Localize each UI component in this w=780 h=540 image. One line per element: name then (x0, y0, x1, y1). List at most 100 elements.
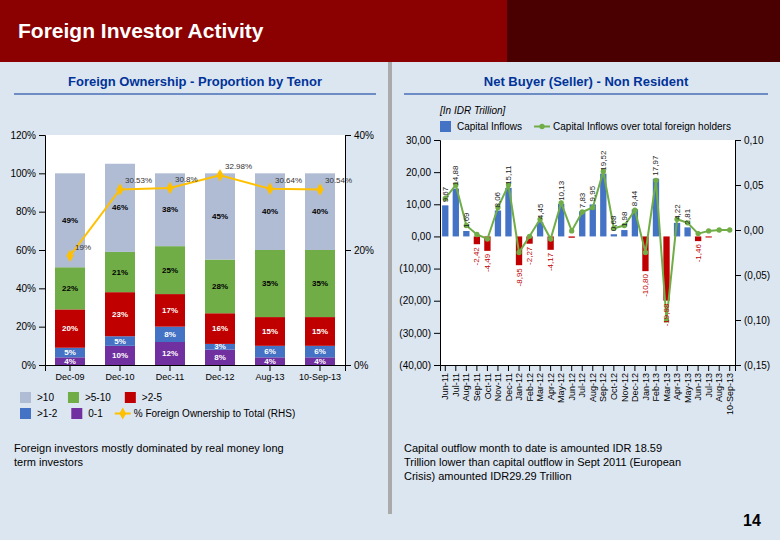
tick-mark (434, 204, 440, 205)
tick-mark (39, 288, 45, 289)
x-tick-label: Nov-11 (493, 373, 503, 401)
data-label: 14,88 (451, 165, 460, 186)
tick-mark (434, 365, 440, 366)
data-label: 3% (214, 342, 226, 351)
data-label: 35% (262, 279, 278, 288)
tick-mark (434, 140, 440, 141)
x-tick: Apr-12 (546, 365, 556, 400)
tick-mark (220, 365, 221, 371)
y-tick: 40% (16, 283, 45, 294)
data-label: 4% (264, 357, 276, 366)
data-label: 4% (64, 357, 76, 366)
x-tick-label: Jun-11 (440, 373, 450, 400)
data-label: 22% (62, 284, 78, 293)
bar (255, 346, 285, 358)
marker (653, 178, 658, 183)
tick-mark (39, 250, 45, 251)
x-tick: 10-Sep-13 (725, 365, 735, 415)
x-tick: May-13 (683, 365, 693, 403)
y-tick-label: (30,00) (399, 328, 431, 339)
tick-mark (735, 140, 741, 141)
tick-mark (170, 365, 171, 371)
title-underline (14, 94, 376, 95)
x-tick-label: Aug-13 (255, 372, 284, 382)
x-tick: Jun-12 (567, 365, 577, 401)
y-tick: 0,00 (412, 231, 440, 242)
tick-mark (476, 365, 477, 371)
y-tick-label: 100% (10, 168, 36, 179)
y-tick-label: 40% (16, 283, 36, 294)
bar (105, 252, 135, 292)
data-label: 46% (112, 203, 128, 212)
data-label: -8,95 (515, 268, 524, 287)
x-tick: Jan-12 (514, 365, 524, 401)
bar (55, 357, 85, 365)
tick-mark (39, 135, 45, 136)
data-label: 17,97 (651, 155, 660, 176)
legend-swatch (440, 121, 451, 132)
y-tick-label: (40,00) (399, 360, 431, 371)
bar (727, 236, 733, 237)
data-label: 9,67 (441, 186, 450, 202)
tick-mark (434, 269, 440, 270)
x-tick-label: Jun-12 (567, 373, 577, 401)
y-tick-label: (20,00) (399, 295, 431, 306)
tick-mark (345, 365, 351, 366)
bar (155, 327, 185, 342)
x-tick: Aug-13 (255, 365, 284, 382)
x-axis: Jun-11Jul-11Aug-11Sep-11Oct-11Nov-11Dec-… (440, 365, 735, 415)
plot-marks (55, 164, 335, 365)
tick-mark (561, 365, 562, 371)
tick-mark (592, 365, 593, 371)
x-tick-label: Nov-12 (620, 373, 630, 402)
tick-mark (487, 365, 488, 371)
y2-tick: 0,00 (735, 225, 764, 236)
tick-mark (735, 185, 741, 186)
x-tick-label: Jun-13 (693, 373, 703, 401)
y2-tick-label: (0,05) (744, 270, 770, 281)
x-tick-label: Mar-12 (535, 373, 545, 402)
data-label: 10,13 (557, 180, 566, 201)
x-tick: Dec-09 (55, 365, 84, 382)
axis-line (434, 141, 441, 366)
data-label: 7,83 (578, 192, 587, 208)
data-label: 40% (312, 207, 328, 216)
tick-mark (497, 365, 498, 371)
bar (105, 336, 135, 346)
tick-mark (120, 365, 121, 371)
y2-tick-label: 20% (354, 245, 374, 256)
bar (255, 250, 285, 317)
data-label: 15% (262, 327, 278, 336)
x-tick-label: Jan-12 (514, 373, 524, 401)
bar (205, 350, 235, 365)
chart: Foreign Ownership - Proportion by Tenor4… (10, 74, 376, 468)
x-tick: Mar-12 (535, 365, 545, 402)
x-tick: Nov-12 (620, 365, 630, 402)
data-label: 8% (164, 330, 176, 339)
tick-mark (687, 365, 688, 371)
data-label: -10,80 (641, 274, 650, 297)
bar-series (55, 164, 335, 268)
y2-tick-label: 0,00 (744, 225, 764, 236)
bar (205, 173, 235, 259)
legend-item: >5-10 (68, 392, 111, 403)
x-tick-label: 10-Sep-13 (299, 372, 341, 382)
y-tick-label: 20,00 (406, 167, 431, 178)
data-label: 1,98 (620, 211, 629, 227)
data-labels: 9,6714,881,69-2,42-4,498,0615,11-8,95-2,… (441, 150, 703, 326)
tick-mark (529, 365, 530, 371)
x-tick: Jul-11 (451, 365, 461, 397)
tick-mark (729, 365, 730, 371)
x-tick-label: Aug-13 (714, 373, 724, 402)
y-tick: 0% (22, 360, 45, 371)
legend-label: >10 (37, 392, 54, 403)
x-tick-label: Mar-13 (662, 373, 672, 402)
marker (695, 231, 700, 236)
legend-label: >5-10 (85, 392, 111, 403)
x-tick-label: Aug-12 (588, 373, 598, 402)
bar (305, 317, 335, 346)
bar (55, 309, 85, 347)
tick-mark (655, 365, 656, 371)
x-tick-label: Dec-12 (630, 373, 640, 402)
x-tick: Jul-12 (577, 365, 587, 398)
